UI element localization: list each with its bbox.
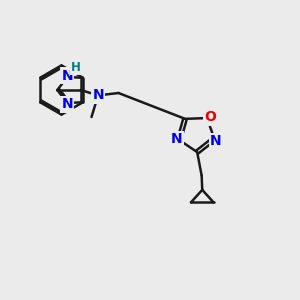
Text: O: O [205,110,216,124]
Text: N: N [61,98,73,111]
Text: N: N [210,134,222,148]
Text: H: H [71,61,80,74]
Text: N: N [61,69,73,82]
Text: N: N [171,132,182,146]
Text: N: N [92,88,104,102]
